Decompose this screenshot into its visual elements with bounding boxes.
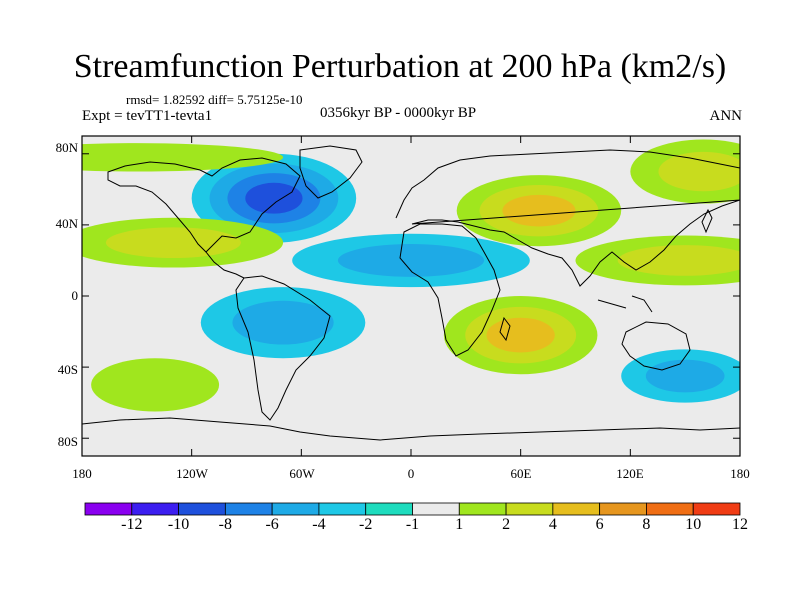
colorbar-swatch	[692, 502, 741, 516]
coast-north-america	[107, 157, 301, 253]
coast-madagascar	[499, 316, 511, 342]
contour-north-atlantic-low-3	[245, 182, 303, 214]
colorbar-swatch	[646, 502, 694, 516]
coast-japan	[701, 208, 713, 234]
contour-asia-high-2	[502, 194, 576, 227]
colorbar-label: -6	[265, 516, 279, 533]
colorbar-label: -4	[312, 516, 326, 533]
colorbar-swatch	[458, 502, 507, 516]
coast-central-america	[205, 251, 245, 279]
colorbar-label: -12	[121, 516, 143, 533]
colorbar-swatch	[318, 502, 367, 516]
field-south-pacific-high	[91, 358, 220, 412]
field-south-indian-high	[443, 296, 598, 375]
colorbar-label: -2	[359, 516, 373, 533]
lon-label-120e: 120E	[616, 466, 644, 481]
coast-indonesia	[597, 295, 653, 313]
colorbar-swatch	[178, 502, 226, 516]
contour-south-america-low-1	[232, 300, 334, 345]
contour-east-pacific-high-n-1	[105, 227, 241, 258]
field-west-pacific-high-n	[575, 235, 740, 286]
season-label: ANN	[709, 108, 743, 124]
colorbar-swatch	[131, 502, 179, 516]
colorbar-label: -10	[167, 516, 190, 533]
axis-ticks	[81, 136, 741, 456]
lon-label-60w: 60W	[289, 466, 315, 481]
field-north-africa-low	[292, 233, 530, 288]
lon-label-180e: 180	[730, 466, 750, 481]
lat-label-80s: 80S	[57, 434, 78, 449]
period-label: 0356kyr BP - 0000kyr BP	[320, 105, 477, 121]
experiment-label: Expt = tevTT1-tevta1	[82, 108, 213, 124]
lat-label-40n: 40N	[55, 216, 78, 231]
contour-south-pacific-high-0	[91, 358, 220, 412]
coast-south-america	[235, 275, 331, 421]
lat-label-80n: 80N	[55, 140, 78, 155]
contour-siberia-high-1	[658, 151, 740, 192]
colorbar-swatch	[365, 502, 413, 516]
field-asia-high	[456, 175, 622, 247]
colorbar-label: -1	[405, 516, 420, 533]
colorbar-swatch	[412, 502, 460, 516]
lon-label-0: 0	[407, 466, 415, 481]
coast-africa	[399, 223, 501, 357]
contour-australia-low-1	[645, 359, 725, 393]
page-title: Streamfunction Perturbation at 200 hPa (…	[73, 48, 727, 85]
contour-west-pacific-high-n-1	[617, 245, 740, 276]
colorbar-label: 2	[502, 516, 511, 533]
colorbar-swatch	[552, 502, 601, 516]
colorbar-label: -8	[218, 516, 232, 533]
lon-label-60e: 60E	[510, 466, 532, 481]
lat-label-0: 0	[71, 288, 79, 303]
colorbar-label: 6	[595, 516, 604, 533]
coast-greenland	[299, 145, 363, 199]
coast-eurasia	[395, 149, 740, 287]
field-north-atlantic-low	[191, 153, 357, 243]
lon-label-180w: 180	[72, 466, 92, 481]
colorbar-label: 1	[455, 516, 464, 533]
colorbar-swatch	[224, 502, 273, 516]
field-south-america-low	[200, 287, 366, 359]
colorbar-swatch	[505, 502, 554, 516]
lon-label-120w: 120W	[176, 466, 208, 481]
colorbar-swatch	[84, 502, 133, 516]
lat-label-40s: 40S	[57, 362, 78, 377]
colorbar-label: 8	[642, 516, 651, 533]
coastlines	[82, 145, 740, 441]
contour-north-africa-low-1	[337, 244, 485, 277]
contour-south-indian-high-2	[486, 317, 555, 353]
colorbar-label: 10	[685, 516, 702, 533]
colorbar	[84, 502, 741, 516]
colorbar-label: 4	[548, 516, 557, 533]
colorbar-swatch	[599, 502, 647, 516]
field-siberia-high	[630, 139, 740, 204]
coast-australia	[621, 321, 691, 371]
field-australia-low	[621, 349, 740, 403]
colorbar-swatch	[271, 502, 320, 516]
colorbar-label: 12	[732, 516, 748, 533]
contour-fields	[82, 139, 740, 412]
stats-label: rmsd= 1.82592 diff= 5.75125e-10	[126, 92, 303, 107]
field-east-pacific-high-n	[82, 217, 284, 268]
coast-antarctica	[82, 417, 740, 441]
